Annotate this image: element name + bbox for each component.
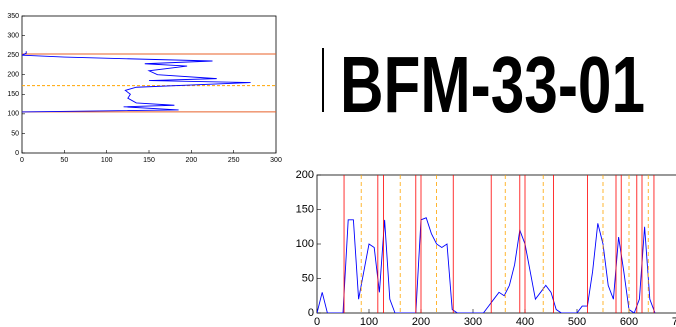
page: {"chart_data": [ {"type": "line", "x": […: [0, 0, 676, 327]
y-tick-label: 50: [302, 272, 314, 284]
figure: BFM-33-01 0 50 100 150 200 250 300 0 50 100 150 200…: [0, 0, 676, 327]
y-tick-label: 200: [296, 169, 314, 181]
x-tick-label: 600: [620, 316, 638, 327]
x-tick-label: 0: [20, 157, 24, 164]
x-tick-label: 100: [101, 157, 113, 164]
y-tick-label: 150: [7, 91, 19, 98]
y-tick-label: 250: [7, 52, 19, 59]
plot-area: [22, 16, 276, 153]
x-tick-label: 200: [412, 316, 430, 327]
x-tick-label: 250: [228, 157, 240, 164]
x-tick-label: 300: [464, 316, 482, 327]
y-tick-label: 100: [296, 238, 314, 250]
y-tick-label: 200: [7, 72, 19, 79]
x-tick-label: 50: [60, 157, 68, 164]
x-tick-label: 300: [270, 157, 282, 164]
x-tick-label: 500: [568, 316, 586, 327]
x-tick-label: 200: [185, 157, 197, 164]
x-tick-label: 150: [143, 157, 155, 164]
plot-area: [317, 175, 676, 313]
y-tick-label: 300: [7, 32, 19, 39]
y-tick-label: 100: [7, 111, 19, 118]
y-tick-label: 150: [296, 203, 314, 215]
y-tick-label: 50: [11, 130, 19, 137]
plate-text: BFM-33-01: [340, 40, 645, 129]
x-tick-label: 100: [360, 316, 378, 327]
x-tick-label: 400: [516, 316, 534, 327]
x-tick-label: 700: [672, 316, 676, 327]
y-tick-label: 0: [308, 307, 314, 319]
x-tick-label: 0: [314, 316, 320, 327]
y-tick-label: 0: [15, 150, 19, 157]
y-tick-label: 350: [7, 13, 19, 20]
